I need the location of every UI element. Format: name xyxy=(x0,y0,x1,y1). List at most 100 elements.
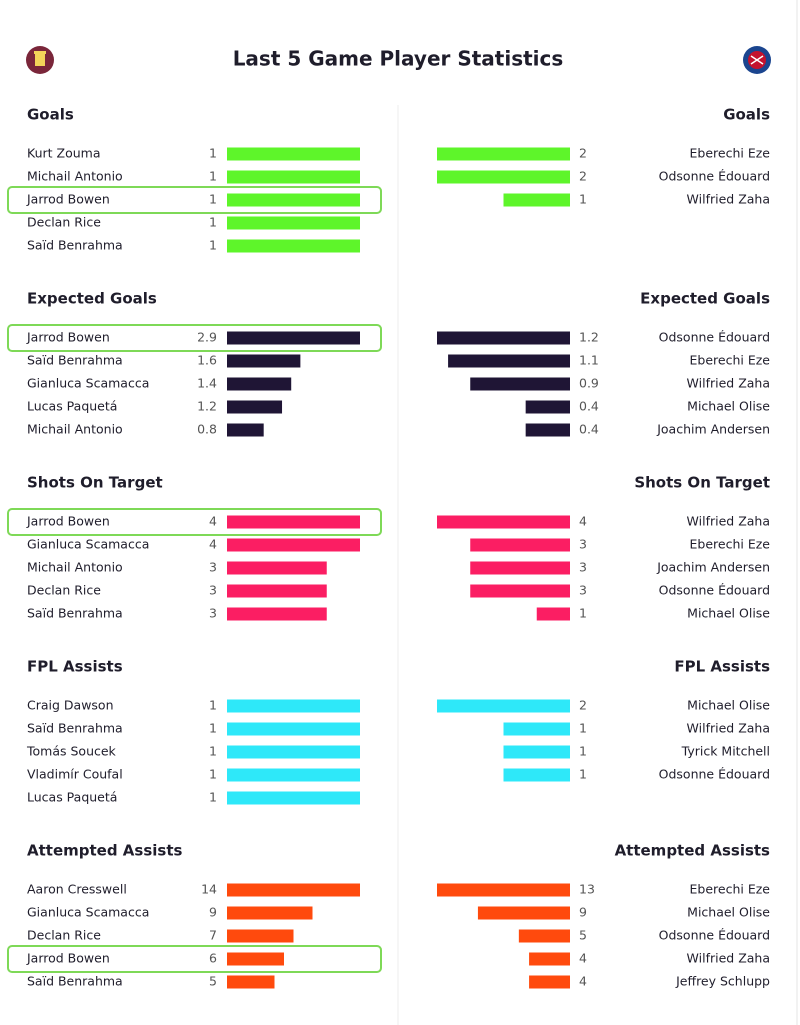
stat-bar xyxy=(227,883,360,897)
player-name: Michael Olise xyxy=(687,905,770,920)
player-name: Joachim Andersen xyxy=(656,560,770,575)
stat-value: 2 xyxy=(579,698,587,713)
player-name: Saïd Benrahma xyxy=(27,353,123,368)
player-name: Michael Olise xyxy=(687,698,770,713)
player-name: Michael Olise xyxy=(687,606,770,621)
stat-value: 1.2 xyxy=(579,330,599,345)
stat-value: 3 xyxy=(209,583,217,598)
player-name: Odsonne Édouard xyxy=(659,330,770,345)
stat-value: 3 xyxy=(209,560,217,575)
player-name: Vladimír Coufal xyxy=(27,767,123,782)
stat-value: 1.1 xyxy=(579,353,599,368)
stat-value: 0.9 xyxy=(579,376,599,391)
stat-bar xyxy=(503,768,570,782)
stat-bar xyxy=(227,239,360,253)
stat-value: 1 xyxy=(209,169,217,184)
player-name: Wilfried Zaha xyxy=(687,951,770,966)
stat-value: 1.6 xyxy=(197,353,217,368)
section-title: Goals xyxy=(27,106,74,124)
stat-bar xyxy=(529,952,570,966)
player-name: Tyrick Mitchell xyxy=(681,744,770,759)
stat-value: 4 xyxy=(579,951,587,966)
stat-bar xyxy=(227,216,360,230)
stat-value: 0.8 xyxy=(197,422,217,437)
stat-bar xyxy=(227,699,360,713)
stat-value: 1 xyxy=(209,721,217,736)
stat-value: 1 xyxy=(579,744,587,759)
section-title: Goals xyxy=(723,106,770,124)
stat-bar xyxy=(227,400,283,414)
stat-value: 2 xyxy=(579,169,587,184)
row-highlight xyxy=(7,945,382,973)
row-highlight xyxy=(7,186,382,214)
player-name: Eberechi Eze xyxy=(690,146,771,161)
player-name: Saïd Benrahma xyxy=(27,974,123,989)
player-name: Gianluca Scamacca xyxy=(27,905,149,920)
player-name: Odsonne Édouard xyxy=(659,767,770,782)
stat-value: 4 xyxy=(579,514,587,529)
stat-bar xyxy=(227,791,360,805)
stat-bar xyxy=(227,906,313,920)
stat-bar xyxy=(227,377,292,391)
player-name: Lucas Paquetá xyxy=(27,399,117,414)
stat-bar xyxy=(227,193,360,207)
stat-bar xyxy=(227,584,327,598)
stat-bar xyxy=(227,607,327,621)
player-name: Craig Dawson xyxy=(27,698,114,713)
player-name: Eberechi Eze xyxy=(690,537,771,552)
stat-value: 2.9 xyxy=(197,330,217,345)
stat-bar xyxy=(227,354,301,368)
stat-bar xyxy=(227,975,275,989)
stat-value: 9 xyxy=(209,905,217,920)
player-name: Odsonne Édouard xyxy=(659,928,770,943)
stat-value: 0.4 xyxy=(579,399,599,414)
stat-value: 6 xyxy=(209,951,217,966)
row-highlight xyxy=(7,324,382,352)
stat-bar xyxy=(227,561,327,575)
stat-value: 14 xyxy=(201,882,217,897)
player-name: Gianluca Scamacca xyxy=(27,376,149,391)
section-title: Attempted Assists xyxy=(615,842,770,860)
player-name: Michail Antonio xyxy=(27,422,123,437)
stat-bar xyxy=(437,147,570,161)
stat-bar xyxy=(448,354,570,368)
stat-value: 1 xyxy=(209,698,217,713)
stat-bar xyxy=(227,147,360,161)
stat-bar xyxy=(227,331,360,345)
player-name: Wilfried Zaha xyxy=(687,376,770,391)
stat-bar xyxy=(470,538,570,552)
stat-bar xyxy=(503,193,570,207)
player-name: Aaron Cresswell xyxy=(27,882,127,897)
stat-value: 5 xyxy=(209,974,217,989)
stat-bar xyxy=(470,584,570,598)
stat-bar xyxy=(227,538,360,552)
player-name: Gianluca Scamacca xyxy=(27,537,149,552)
stat-value: 3 xyxy=(579,537,587,552)
player-name: Michail Antonio xyxy=(27,169,123,184)
section-title: Expected Goals xyxy=(27,290,157,308)
player-name: Jeffrey Schlupp xyxy=(675,974,770,989)
stat-value: 1 xyxy=(209,238,217,253)
player-name: Eberechi Eze xyxy=(690,353,771,368)
stat-bar xyxy=(470,561,570,575)
stat-bar xyxy=(227,515,360,529)
stat-bar xyxy=(470,377,570,391)
section-title: FPL Assists xyxy=(674,658,770,676)
stat-value: 1 xyxy=(209,767,217,782)
stat-bar xyxy=(437,699,570,713)
player-name: Michael Olise xyxy=(687,399,770,414)
player-name: Eberechi Eze xyxy=(690,882,771,897)
stat-bar xyxy=(227,768,360,782)
page-title: Last 5 Game Player Statistics xyxy=(233,47,564,71)
player-name: Declan Rice xyxy=(27,583,101,598)
row-highlight xyxy=(7,508,382,536)
stat-bar xyxy=(477,906,570,920)
stat-value: 1 xyxy=(579,721,587,736)
player-name: Saïd Benrahma xyxy=(27,606,123,621)
stat-value: 1 xyxy=(209,744,217,759)
player-name: Odsonne Édouard xyxy=(659,169,770,184)
stat-value: 1.2 xyxy=(197,399,217,414)
stat-value: 2 xyxy=(579,146,587,161)
section-title: Attempted Assists xyxy=(27,842,182,860)
section-title: Expected Goals xyxy=(640,290,770,308)
